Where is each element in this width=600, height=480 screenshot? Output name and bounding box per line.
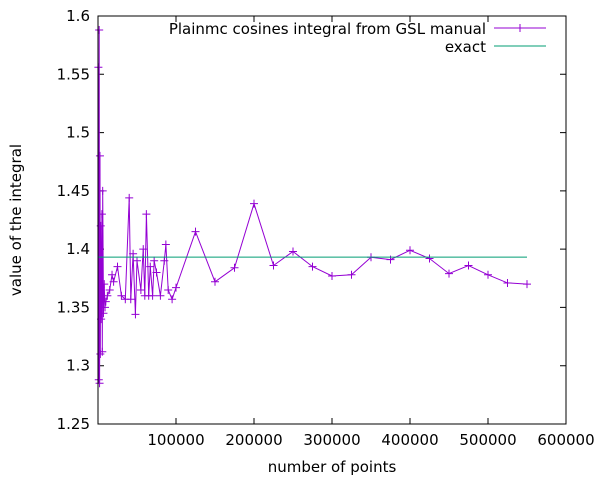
data-point	[289, 247, 297, 256]
data-point	[146, 262, 155, 271]
data-point	[464, 261, 473, 270]
data-point	[406, 246, 414, 255]
series-line-0	[97, 29, 528, 384]
data-point	[131, 310, 140, 319]
data-point	[99, 309, 108, 318]
data-point	[125, 193, 134, 202]
legend-label-series-1: exact	[445, 38, 486, 56]
data-point	[139, 245, 148, 254]
y-tick-label: 1.45	[57, 182, 90, 200]
x-axis-label: number of points	[268, 458, 397, 476]
data-point	[98, 347, 107, 356]
x-tick-label: 500000	[459, 431, 516, 449]
x-tick-label: 300000	[303, 431, 360, 449]
data-point	[95, 379, 104, 388]
legend-label-series-0: Plainmc cosines integral from GSL manual	[169, 20, 486, 38]
legend: Plainmc cosines integral from GSL manual…	[169, 20, 546, 56]
y-tick-label: 1.5	[66, 124, 90, 142]
data-point	[109, 277, 118, 286]
y-tick-label: 1.25	[57, 415, 90, 433]
data-point	[133, 256, 141, 265]
data-point	[484, 270, 492, 279]
data-point	[101, 303, 110, 312]
data-point	[98, 186, 107, 195]
y-tick-label: 1.3	[66, 357, 90, 375]
y-tick-label: 1.4	[66, 240, 90, 258]
data-point	[161, 240, 170, 249]
data-point	[156, 291, 165, 300]
data-point	[150, 256, 159, 265]
data-point	[105, 285, 114, 294]
data-point	[168, 295, 177, 304]
data-point	[95, 25, 104, 34]
data-point	[142, 210, 151, 219]
data-point	[445, 269, 453, 278]
legend-marker-series-0	[516, 24, 524, 32]
y-axis-label: value of the integral	[7, 144, 25, 296]
data-point	[250, 199, 258, 208]
x-tick-label: 400000	[381, 431, 438, 449]
x-tick-label: 600000	[537, 431, 594, 449]
data-point	[328, 271, 336, 280]
data-point	[136, 285, 145, 294]
y-tick-label: 1.35	[57, 298, 90, 316]
y-tick-label: 1.6	[66, 7, 90, 25]
plot-border	[97, 15, 567, 425]
x-tick-label: 100000	[147, 431, 204, 449]
data-point	[103, 291, 112, 300]
x-tick-label: 200000	[225, 431, 282, 449]
data-point	[113, 262, 122, 271]
data-point	[191, 227, 200, 236]
data-point	[160, 256, 169, 265]
data-point	[126, 295, 135, 304]
data-point	[164, 285, 173, 294]
data-point	[95, 151, 104, 160]
data-point	[503, 278, 512, 287]
data-point	[152, 268, 161, 277]
data-point	[97, 210, 106, 219]
data-point	[269, 261, 278, 270]
data-point	[94, 375, 103, 384]
data-point	[117, 291, 126, 300]
data-point	[108, 270, 117, 279]
data-point	[148, 291, 157, 300]
data-point	[347, 270, 356, 279]
data-point	[172, 283, 180, 292]
y-tick-label: 1.55	[57, 65, 90, 83]
data-point	[308, 262, 317, 271]
data-point	[100, 280, 109, 289]
data-point	[129, 249, 138, 258]
data-point	[523, 280, 531, 289]
data-point	[230, 263, 239, 272]
data-point	[101, 297, 110, 306]
data-point	[425, 254, 434, 263]
data-point	[211, 277, 219, 286]
